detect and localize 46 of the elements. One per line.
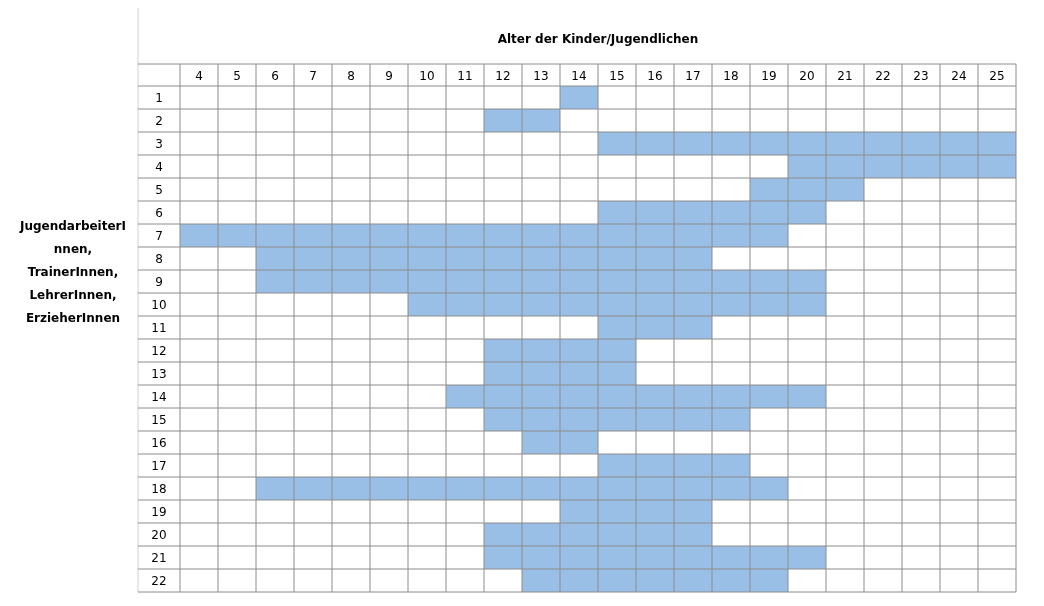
x-tick-label: 6 [271, 69, 279, 83]
x-tick-label: 5 [233, 69, 241, 83]
x-tick-label: 21 [837, 69, 853, 83]
x-tick-label: 12 [495, 69, 511, 83]
x-tick-label: 15 [609, 69, 625, 83]
y-tick-label: 12 [151, 343, 167, 358]
y-tick-label: 3 [155, 136, 163, 151]
y-tick-label: 14 [151, 389, 167, 404]
x-tick-label: 8 [347, 69, 355, 83]
y-tick-label: 21 [151, 550, 167, 565]
x-tick-label: 20 [799, 69, 815, 83]
y-tick-label: 20 [151, 527, 167, 542]
x-tick-label: 10 [419, 69, 435, 83]
y-tick-label: 10 [151, 297, 167, 312]
x-tick-label: 19 [761, 69, 777, 83]
x-tick-label: 16 [647, 69, 663, 83]
y-tick-label: 22 [151, 573, 167, 588]
y-tick-label: 11 [151, 320, 167, 335]
y-tick-label: 16 [151, 435, 167, 450]
x-tick-label: 4 [195, 69, 203, 83]
x-tick-label: 17 [685, 69, 701, 83]
x-tick-label: 7 [309, 69, 317, 83]
y-tick-label: 4 [155, 159, 163, 174]
y-tick-label: 17 [151, 458, 167, 473]
x-axis-title: Alter der Kinder/Jugendlichen [497, 32, 699, 46]
y-tick-label: 5 [155, 182, 163, 197]
y-tick-label: 7 [155, 228, 163, 243]
x-tick-label: 25 [989, 69, 1005, 83]
y-tick-label: 19 [151, 504, 167, 519]
x-tick-label: 24 [951, 69, 967, 83]
x-tick-label: 9 [385, 69, 393, 83]
y-tick-label: 1 [155, 90, 163, 105]
y-tick-label: 18 [151, 481, 167, 496]
y-tick-label: 8 [155, 251, 163, 266]
y-tick-label: 9 [155, 274, 163, 289]
x-tick-label: 14 [571, 69, 587, 83]
x-tick-label: 22 [875, 69, 891, 83]
y-tick-label: 2 [155, 113, 163, 128]
y-tick-label: 13 [151, 366, 167, 381]
y-tick-label: 6 [155, 205, 163, 220]
x-tick-label: 11 [457, 69, 473, 83]
y-tick-label: 15 [151, 412, 167, 427]
x-tick-label: 18 [723, 69, 739, 83]
y-axis-title: JugendarbeiterInnen, TrainerInnen, LehrerInnen, ErzieherInnen [19, 219, 126, 325]
x-tick-label: 23 [913, 69, 929, 83]
x-tick-label: 13 [533, 69, 549, 83]
